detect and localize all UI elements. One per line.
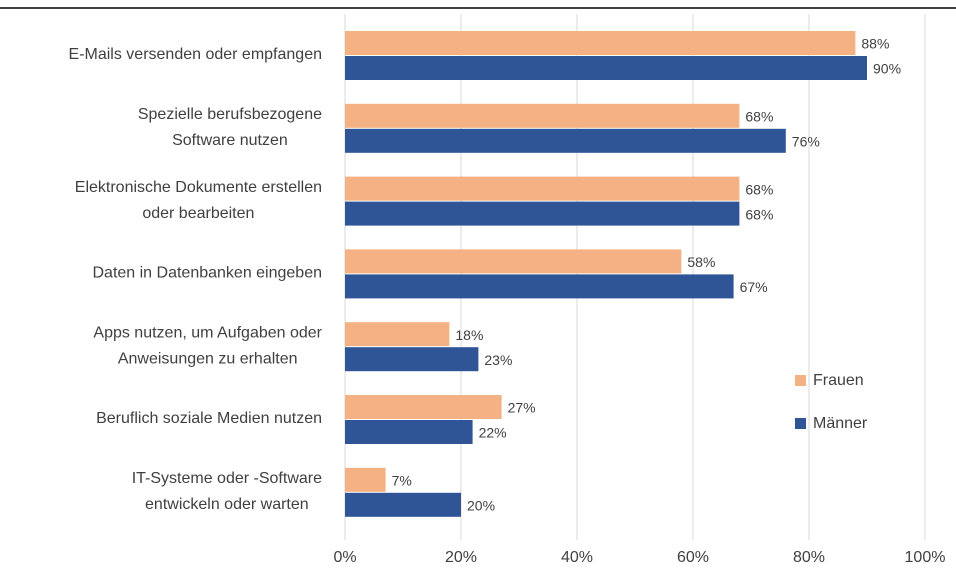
value-label: 90% bbox=[873, 61, 901, 77]
bar bbox=[345, 274, 734, 299]
x-tick-label: 100% bbox=[905, 549, 946, 566]
value-label: 76% bbox=[792, 134, 820, 150]
category-label: Spezielle berufsbezogene bbox=[138, 106, 322, 123]
x-tick-label: 0% bbox=[333, 549, 356, 566]
x-tick-label: 40% bbox=[561, 549, 593, 566]
bar bbox=[345, 176, 740, 201]
category-label: oder bearbeiten bbox=[142, 205, 254, 222]
bar bbox=[345, 420, 473, 444]
legend-label: Männer bbox=[813, 415, 868, 432]
category-label: Elektronische Dokumente erstellen bbox=[75, 179, 322, 196]
value-label: 68% bbox=[745, 206, 773, 222]
legend-swatch bbox=[795, 418, 806, 429]
legend-swatch bbox=[795, 375, 806, 386]
value-label: 23% bbox=[484, 352, 512, 368]
value-label: 67% bbox=[740, 279, 768, 295]
bar bbox=[345, 467, 386, 492]
bar bbox=[345, 103, 740, 128]
bar bbox=[345, 56, 867, 80]
legend-label: Frauen bbox=[813, 372, 864, 389]
value-label: 68% bbox=[745, 109, 773, 125]
bar bbox=[345, 128, 786, 153]
bar bbox=[345, 395, 502, 419]
category-label: Daten in Datenbanken eingeben bbox=[92, 265, 322, 282]
category-label: entwickeln oder warten bbox=[145, 496, 309, 513]
value-label: 88% bbox=[861, 36, 889, 52]
bar bbox=[345, 249, 682, 274]
category-label: E-Mails versenden oder empfangen bbox=[69, 46, 322, 63]
category-label: Apps nutzen, um Aufgaben oder bbox=[93, 324, 322, 341]
bar bbox=[345, 322, 450, 347]
bar bbox=[345, 347, 479, 372]
value-label: 18% bbox=[455, 327, 483, 343]
bar bbox=[345, 492, 461, 517]
value-label: 20% bbox=[467, 498, 495, 514]
category-label: Software nutzen bbox=[172, 132, 288, 149]
value-label: 22% bbox=[479, 425, 507, 441]
category-label: IT-Systeme oder -Software bbox=[132, 470, 322, 487]
value-label: 68% bbox=[745, 181, 773, 197]
x-tick-label: 60% bbox=[677, 549, 709, 566]
bar bbox=[345, 31, 856, 55]
x-tick-label: 80% bbox=[793, 549, 825, 566]
x-tick-label: 20% bbox=[445, 549, 477, 566]
bar bbox=[345, 201, 740, 226]
value-label: 27% bbox=[508, 400, 536, 416]
category-label: Anweisungen zu erhalten bbox=[118, 350, 298, 367]
category-label: Beruflich soziale Medien nutzen bbox=[96, 410, 322, 427]
value-label: 58% bbox=[687, 254, 715, 270]
value-label: 7% bbox=[392, 473, 412, 489]
